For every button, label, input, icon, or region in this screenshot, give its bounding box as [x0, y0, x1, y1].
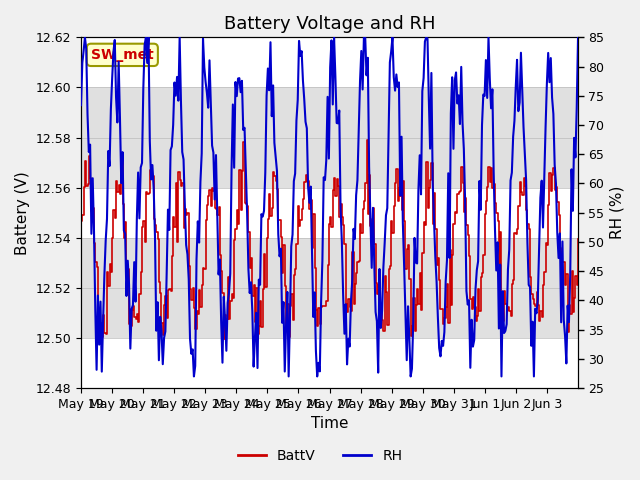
Legend: BattV, RH: BattV, RH	[232, 443, 408, 468]
X-axis label: Time: Time	[311, 417, 348, 432]
Title: Battery Voltage and RH: Battery Voltage and RH	[224, 15, 435, 33]
Y-axis label: RH (%): RH (%)	[610, 186, 625, 240]
Bar	[81, 238, 578, 338]
Y-axis label: Battery (V): Battery (V)	[15, 171, 30, 254]
Text: SW_met: SW_met	[91, 48, 154, 62]
Bar	[81, 87, 578, 188]
